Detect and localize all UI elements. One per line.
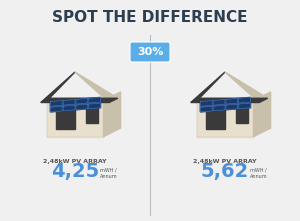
Polygon shape — [103, 92, 121, 137]
Text: mWH /
Annum: mWH / Annum — [250, 167, 268, 179]
Polygon shape — [191, 72, 225, 103]
Text: 2,48kW PV ARRAY: 2,48kW PV ARRAY — [43, 160, 107, 164]
Polygon shape — [206, 108, 225, 129]
Polygon shape — [50, 106, 62, 112]
Polygon shape — [63, 105, 75, 111]
Polygon shape — [89, 97, 100, 103]
Polygon shape — [63, 99, 75, 105]
Polygon shape — [89, 103, 100, 109]
Polygon shape — [56, 108, 75, 129]
Polygon shape — [200, 101, 212, 106]
Polygon shape — [226, 104, 238, 110]
Text: 30%: 30% — [137, 47, 163, 57]
Polygon shape — [213, 105, 225, 111]
Polygon shape — [41, 98, 118, 103]
Polygon shape — [239, 103, 250, 109]
Polygon shape — [226, 98, 238, 104]
Polygon shape — [41, 72, 75, 103]
Polygon shape — [50, 101, 62, 106]
Text: 5,62: 5,62 — [201, 162, 249, 181]
Polygon shape — [76, 98, 88, 104]
Polygon shape — [239, 97, 250, 103]
Polygon shape — [213, 99, 225, 105]
Polygon shape — [75, 72, 118, 103]
Text: 2,48kW PV ARRAY: 2,48kW PV ARRAY — [193, 160, 257, 164]
Polygon shape — [236, 108, 248, 123]
Polygon shape — [191, 98, 268, 103]
Text: SPOT THE DIFFERENCE: SPOT THE DIFFERENCE — [52, 11, 248, 25]
Polygon shape — [76, 104, 88, 110]
Polygon shape — [225, 72, 268, 103]
Polygon shape — [86, 108, 98, 123]
Polygon shape — [254, 92, 271, 137]
Polygon shape — [196, 101, 254, 137]
Polygon shape — [46, 101, 104, 137]
Polygon shape — [200, 106, 212, 112]
FancyBboxPatch shape — [130, 42, 170, 62]
Text: 4,25: 4,25 — [51, 162, 99, 181]
Text: mWH /
Annum: mWH / Annum — [100, 167, 118, 179]
